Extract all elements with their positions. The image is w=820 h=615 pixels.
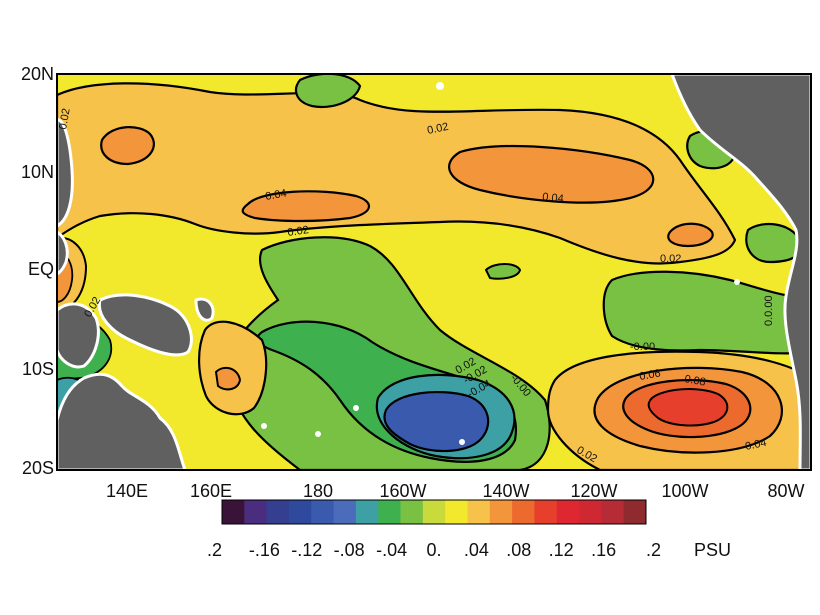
colorbar-tick-label: .04 xyxy=(464,540,489,560)
island-speck xyxy=(261,423,267,429)
contour-label: 0.02 xyxy=(57,107,73,130)
contour-label: 0.0.00 xyxy=(763,295,775,326)
colorbar-swatch xyxy=(489,500,513,524)
green-region-small-eq xyxy=(484,263,522,280)
colorbar-frame xyxy=(221,499,647,525)
colorbar-swatch xyxy=(579,500,602,524)
lon-tick-label: 160W xyxy=(379,481,426,501)
map-frame xyxy=(56,73,812,471)
land-indonesia xyxy=(57,302,100,369)
lat-tick-label: 10N xyxy=(21,162,54,182)
green-region-north-small xyxy=(294,74,362,109)
island-speck xyxy=(353,405,359,411)
map-plot-area: 0.02 0.02 0.02 0.04 0.04 0.02 0.02 0.02 … xyxy=(57,74,811,470)
contour-label: 0.02 xyxy=(426,121,449,137)
colorbar-tick-label: -.08 xyxy=(334,540,365,560)
contour-label: 0.04 xyxy=(542,191,565,205)
colorbar-swatch xyxy=(445,500,468,524)
orange-core-small xyxy=(667,222,714,248)
lat-tick-label: 20S xyxy=(22,458,54,478)
colorbar-swatch xyxy=(288,500,312,524)
colorbar-tick-label: .08 xyxy=(506,540,531,560)
lon-tick-label: 120W xyxy=(570,481,617,501)
colorbar-tick-label: -.16 xyxy=(249,540,280,560)
land-new-guinea xyxy=(97,293,193,357)
red-core xyxy=(647,388,729,427)
lon-tick-label: 140W xyxy=(482,481,529,501)
orange-core-southwest xyxy=(214,366,242,391)
colorbar-tick-label: .2 xyxy=(207,540,222,560)
colorbar-swatch xyxy=(422,500,446,524)
colorbar-swatch xyxy=(601,500,625,524)
lat-tick-label: EQ xyxy=(28,259,54,279)
colorbar: .2 -.16 -.12 -.08 -.04 0. .04 .08 .12 .16 .2 PSU xyxy=(207,499,731,560)
colorbar-tick-label: .2 xyxy=(646,540,661,560)
colorbar-swatch xyxy=(222,500,245,524)
land-americas xyxy=(670,74,811,470)
contour-label: 0.06 xyxy=(638,367,661,383)
colorbar-tick-label: .12 xyxy=(549,540,574,560)
colorbar-tick-label: 0. xyxy=(426,540,441,560)
colorbar-swatches xyxy=(222,500,647,524)
contour-label: 0.08 xyxy=(683,373,706,389)
colorbar-ticks: .2 -.16 -.12 -.08 -.04 0. .04 .08 .12 .16 .2 xyxy=(207,540,661,560)
land-solomons xyxy=(194,297,215,322)
lon-tick-label: 140E xyxy=(106,481,148,501)
lon-tick-label: 80W xyxy=(767,481,804,501)
lat-tick-label: 10S xyxy=(22,359,54,379)
island-speck xyxy=(459,439,465,445)
island-markers xyxy=(261,82,740,445)
colorbar-swatch xyxy=(400,500,424,524)
colorbar-unit-label: PSU xyxy=(694,540,731,560)
island-speck xyxy=(315,431,321,437)
orange-core-west xyxy=(100,126,155,166)
colorbar-swatch xyxy=(355,500,379,524)
colorbar-swatch xyxy=(311,500,334,524)
island-speck xyxy=(734,279,740,285)
orange-core-east xyxy=(448,144,655,204)
colorbar-swatch xyxy=(534,500,558,524)
island-speck xyxy=(436,82,444,90)
lon-tick-label: 180 xyxy=(303,481,333,501)
colorbar-tick-label: -.12 xyxy=(291,540,322,560)
orange-region-southwest xyxy=(197,320,268,416)
colorbar-swatch xyxy=(512,500,535,524)
colorbar-tick-label: -.04 xyxy=(376,540,407,560)
lat-tick-label: 20N xyxy=(21,64,54,84)
contour-label: 0.02 xyxy=(287,224,310,239)
orange-core-central xyxy=(241,190,370,223)
colorbar-swatch xyxy=(333,500,357,524)
longitude-axis: 140E 160E 180 160W 140W 120W 100W 80W xyxy=(106,481,805,501)
colorbar-swatch xyxy=(556,500,580,524)
colorbar-swatch xyxy=(467,500,491,524)
green-region-east xyxy=(602,270,811,355)
contour-label: 0.04 xyxy=(264,187,287,203)
land-masses xyxy=(57,74,811,470)
contour-label: 0.04 xyxy=(744,437,767,453)
contour-label: 0.02 xyxy=(660,253,681,265)
blue-core xyxy=(383,390,490,453)
colorbar-swatch xyxy=(266,500,290,524)
colorbar-swatch xyxy=(378,500,401,524)
land-australia xyxy=(57,372,187,470)
colorbar-swatch xyxy=(623,500,647,524)
contour-label: -0.00 xyxy=(630,341,655,353)
lon-tick-label: 160E xyxy=(190,481,232,501)
latitude-axis: 20N 10N EQ 10S 20S xyxy=(21,64,54,478)
land-philippines xyxy=(57,118,74,228)
colorbar-tick-label: .16 xyxy=(591,540,616,560)
lon-tick-label: 100W xyxy=(661,481,708,501)
colorbar-swatch xyxy=(244,500,268,524)
